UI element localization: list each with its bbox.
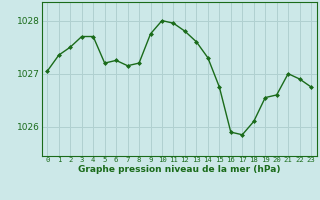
X-axis label: Graphe pression niveau de la mer (hPa): Graphe pression niveau de la mer (hPa): [78, 165, 280, 174]
